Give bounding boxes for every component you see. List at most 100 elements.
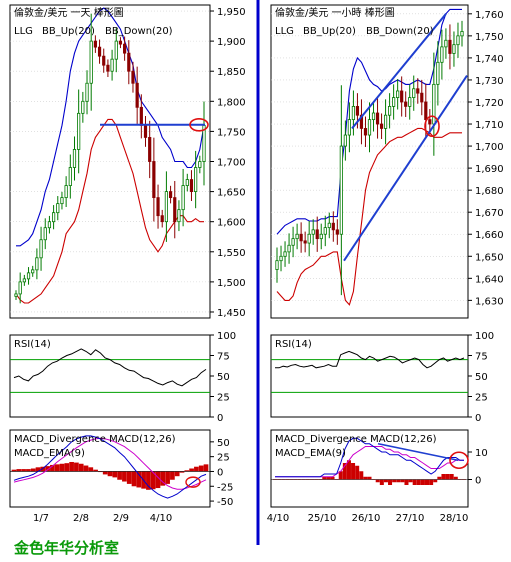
right-price-candle-body-45: [456, 35, 460, 46]
right-price-candle-body-33: [408, 97, 412, 107]
left-price-candle-body-12: [64, 185, 68, 199]
right-macd-trend-line: [377, 442, 459, 462]
right-channel-lower-line: [343, 74, 468, 262]
left-price-candle-body-38: [173, 197, 177, 223]
left-price-candle-body-13: [68, 167, 72, 186]
left-macd-ytick-label-2: 0: [217, 467, 223, 478]
left-price-ytick-label-0: 1,950: [217, 7, 246, 18]
left-price-candle-body-36: [164, 191, 168, 223]
left-price-candle-body-37: [168, 191, 173, 199]
left-macd-hist-24: [126, 471, 132, 484]
right-panel: 1,760 1,750 1,740 1,730 1,720 1,710 1,700 1,690…: [267, 4, 504, 524]
right-price-ticks: 1,760 1,750 1,740 1,730 1,720 1,710 1,700 1,690…: [468, 10, 504, 307]
left-rsi-ytick-label-1: 75: [217, 352, 230, 363]
right-price-candle-body-29: [392, 97, 396, 107]
left-price-ytick-label-5: 1,700: [217, 158, 246, 169]
right-macd-hist-17: [342, 463, 347, 480]
right-rsi-ytick-label-0: 100: [475, 331, 494, 342]
left-price-candle-body-29: [135, 82, 139, 108]
left-macd-ticks: 50 25 0 -25 -50: [210, 438, 233, 508]
left-macd-hist-37: [189, 468, 194, 472]
left-macd-title: MACD_Divergence MACD(12,26): [14, 434, 176, 445]
right-price-ytick-label-6: 1,700: [475, 142, 504, 153]
right-macd-hist-16: [338, 471, 343, 480]
left-price-candle-body-16: [81, 100, 85, 114]
right-price-ytick-label-12: 1,640: [475, 274, 504, 285]
left-macd-ytick-label-4: -50: [217, 497, 233, 508]
right-macd-hist-20: [355, 465, 360, 480]
left-price-ytick-label-8: 1,550: [217, 248, 246, 259]
right-price-candle-body-4: [291, 238, 295, 246]
right-macd-hist-41: [441, 474, 446, 480]
right-rsi-title: RSI(14): [275, 339, 312, 350]
right-macd-hist-33: [408, 479, 413, 483]
left-price-plot: [14, 7, 209, 304]
right-price-xtick-2: 26/10: [352, 513, 381, 524]
right-macd-hist-39: [433, 479, 438, 483]
right-price-candle-body-12: [323, 227, 327, 235]
left-price-candle-body-34: [156, 197, 160, 217]
right-price-ytick-label-8: 1,680: [475, 186, 504, 197]
right-price-panel: [270, 4, 469, 319]
left-rsi-ytick-label-4: 0: [217, 413, 223, 424]
left-price-bb-upper-line: [16, 7, 205, 247]
left-price-candle-body-5: [35, 257, 39, 271]
left-price-candle-body-19: [93, 40, 97, 48]
right-price-candle-body-28: [388, 105, 392, 116]
left-macd-hist-10: [59, 463, 65, 472]
left-macd-hist-30: [155, 471, 161, 489]
right-price-ytick-label-5: 1,710: [475, 120, 504, 131]
left-price-candle-body-26: [123, 43, 127, 54]
right-macd-hist-31: [400, 479, 405, 483]
right-legend-bb-up: BB_Up(20): [303, 26, 356, 37]
right-price-ytick-label-10: 1,660: [475, 230, 504, 241]
left-macd-macd-line: [13, 435, 207, 499]
right-price-candle-body-25: [375, 112, 380, 125]
left-price-candle-body-14: [72, 149, 77, 168]
left-macd-hist-32: [165, 471, 170, 484]
right-price-candle-body-9: [311, 229, 315, 235]
right-macd-hist-35: [416, 479, 421, 485]
right-macd-hist-40: [437, 476, 442, 480]
right-channel-upper-line: [351, 13, 447, 130]
left-macd-hist-29: [150, 471, 156, 490]
right-price-candle-body-42: [444, 39, 448, 48]
right-price-candle-body-27: [383, 114, 388, 129]
right-macd-hist-26: [379, 479, 384, 485]
left-price-xtick-2: 2/9: [113, 513, 129, 524]
left-macd-hist-20: [107, 471, 113, 477]
right-price-candle-body-40: [436, 61, 440, 85]
left-chart-title: 倫敦金/美元 一天 棒形圖: [14, 6, 124, 19]
left-macd-hist-4: [30, 468, 36, 472]
left-macd-hist-8: [50, 464, 55, 472]
right-legend-llg: LLG: [275, 26, 294, 37]
right-macd-hist-27: [383, 479, 388, 483]
left-price-ytick-label-3: 1,800: [217, 97, 246, 108]
right-price-candle-body-15: [335, 229, 339, 235]
right-macd-hist-38: [429, 479, 434, 485]
left-macd-hist-39: [198, 465, 204, 472]
right-price-bb-upper-line: [276, 8, 462, 235]
left-price-candle-body-10: [56, 203, 60, 214]
right-macd-hist-34: [412, 479, 417, 485]
right-price-candle-body-30: [396, 90, 400, 98]
left-price-ytick-label-10: 1,450: [217, 308, 246, 319]
right-price-candle-body-18: [347, 119, 351, 136]
right-price-candle-body-16: [339, 145, 343, 235]
right-macd-title: MACD_Divergence MACD(12,26): [275, 434, 437, 445]
right-macd-hist-29: [392, 479, 397, 483]
right-price-candle-body-10: [315, 229, 319, 240]
left-price-candle-body-1: [18, 281, 22, 295]
right-price-candle-body-24: [371, 112, 376, 121]
left-price-candle-body-9: [52, 212, 56, 223]
left-macd-hist-7: [45, 466, 50, 472]
left-price-candle-body-4: [31, 269, 35, 274]
right-rsi-plot: [271, 350, 468, 393]
left-price-candle-body-7: [43, 227, 47, 241]
left-macd-hist-31: [160, 471, 166, 486]
right-macd-macd-line: [275, 437, 464, 478]
left-macd-hist-21: [112, 471, 118, 478]
left-rsi-line: [13, 348, 207, 387]
right-price-ytick-label-2: 1,740: [475, 54, 504, 65]
